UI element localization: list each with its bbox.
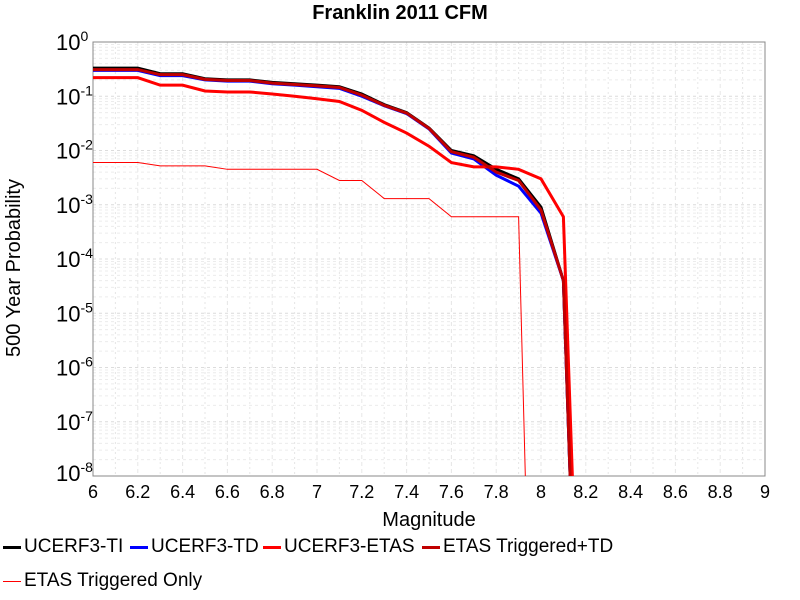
x-tick-label: 8.8	[708, 482, 733, 502]
x-tick-label: 6	[88, 482, 98, 502]
x-tick-label: 8.2	[573, 482, 598, 502]
legend-swatch-ucerf3-ti	[3, 545, 21, 549]
x-tick-label: 7.6	[439, 482, 464, 502]
x-tick-labels: 6 6.2 6.4 6.6 6.8 7 7.2 7.4 7.6 7.8 8 8.2 8.4 8.6 8.8 9	[88, 482, 770, 502]
series-line-ucerf3-etas	[93, 76, 574, 477]
y-tick-label: 100	[56, 28, 88, 55]
series-line-ucerf3-td	[93, 68, 572, 477]
plot-area	[92, 41, 766, 477]
chart-title: Franklin 2011 CFM	[312, 2, 488, 24]
x-tick-label: 6.8	[260, 482, 285, 502]
y-tick-label: 10-2	[56, 137, 93, 164]
x-tick-label: 9	[760, 482, 770, 502]
x-tick-label: 7	[312, 482, 322, 502]
x-tick-label: 6.4	[170, 482, 195, 502]
legend-item-etas-triggered-td: ETAS Triggered+TD	[422, 536, 613, 558]
y-axis-label: 500 Year Probability	[3, 179, 25, 357]
y-tick-label: 10-6	[56, 354, 93, 381]
legend-swatch-etas-triggered-only	[3, 580, 21, 582]
y-tick-label: 10-8	[56, 459, 93, 486]
legend-item-ucerf3-ti: UCERF3-TI	[3, 536, 123, 558]
x-tick-label: 7.4	[394, 482, 419, 502]
legend-item-etas-triggered-only: ETAS Triggered Only	[3, 570, 202, 592]
x-tick-label: 8	[536, 482, 546, 502]
series-layer	[93, 66, 574, 477]
plot-grid	[92, 42, 766, 477]
legend-label-ucerf3-etas: UCERF3-ETAS	[284, 536, 415, 557]
series-line-ucerf3-ti	[93, 66, 572, 477]
y-tick-label: 10-3	[56, 191, 93, 218]
x-tick-label: 8.4	[618, 482, 643, 502]
legend-label-etas-triggered-td: ETAS Triggered+TD	[443, 536, 614, 557]
y-tick-label: 10-7	[56, 408, 93, 435]
legend-label-ucerf3-ti: UCERF3-TI	[24, 536, 124, 557]
legend-label-etas-triggered-only: ETAS Triggered Only	[24, 570, 203, 591]
x-tick-label: 8.6	[663, 482, 688, 502]
y-tick-label: 10-4	[56, 245, 93, 272]
series-line-etas-triggered-td	[93, 68, 572, 477]
x-tick-label: 7.8	[484, 482, 509, 502]
legend-swatch-ucerf3-td	[130, 545, 148, 549]
legend-item-ucerf3-td: UCERF3-TD	[130, 536, 259, 558]
x-tick-label: 6.2	[125, 482, 150, 502]
series-line-etas-triggered-only	[93, 162, 526, 477]
legend-item-ucerf3-etas: UCERF3-ETAS	[263, 536, 415, 558]
x-axis-label: Magnitude	[382, 509, 475, 531]
x-tick-label: 7.2	[349, 482, 374, 502]
legend-swatch-etas-triggered-td	[422, 545, 440, 549]
legend: UCERF3-TI UCERF3-TD UCERF3-ETAS ETAS Tri…	[0, 536, 800, 596]
y-tick-label: 10-1	[56, 82, 93, 109]
legend-swatch-ucerf3-etas	[263, 545, 281, 549]
y-tick-label: 10-5	[56, 299, 93, 326]
legend-label-ucerf3-td: UCERF3-TD	[151, 536, 259, 557]
x-tick-label: 6.6	[215, 482, 240, 502]
y-tick-labels: 100 10-1 10-2 10-3 10-4 10-5 10-6 10-7 10-8	[56, 28, 93, 486]
